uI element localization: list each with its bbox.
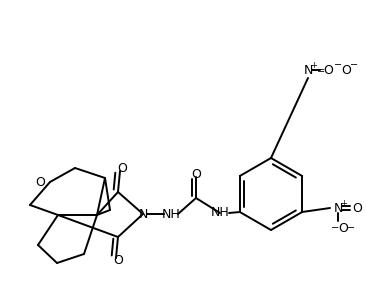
Text: O: O [117,163,127,176]
Text: O: O [341,64,351,76]
Text: −: − [350,60,358,70]
Text: O: O [338,221,348,234]
Text: =: = [317,66,325,76]
Text: +: + [340,199,347,207]
Text: −: − [334,60,342,70]
Text: O: O [352,202,362,215]
Text: N: N [303,64,313,76]
Text: N: N [333,202,343,215]
Text: O: O [113,253,123,266]
Text: −: − [347,223,355,233]
Text: NH: NH [162,207,180,221]
Text: O: O [191,168,201,181]
Text: +: + [311,60,317,70]
Text: NH: NH [210,207,229,220]
Text: N: N [138,207,148,221]
Text: O: O [35,176,45,189]
Text: O: O [323,64,333,76]
Text: −: − [331,223,339,233]
